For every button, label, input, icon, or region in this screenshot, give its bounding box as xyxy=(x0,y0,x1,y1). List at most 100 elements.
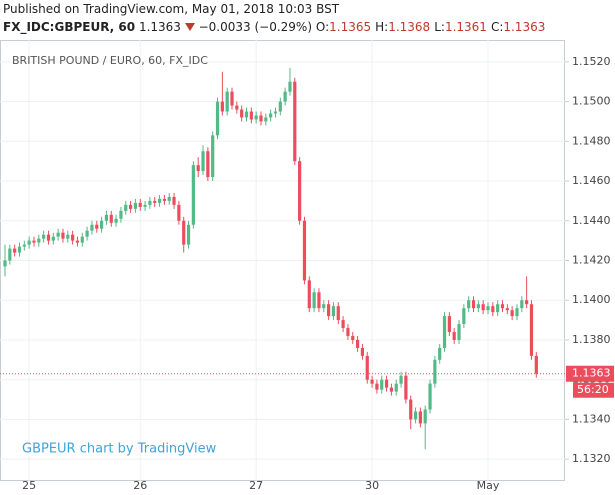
candle-body xyxy=(80,236,84,243)
candle-body xyxy=(307,280,311,309)
candle-body xyxy=(336,306,340,321)
y-tick-label: 1.1480 xyxy=(572,134,611,147)
candle-body xyxy=(109,214,113,223)
chart-title: BRITISH POUND / EURO, 60, FX_IDC xyxy=(12,54,208,67)
countdown-box xyxy=(573,382,614,398)
y-tick-label: 1.1320 xyxy=(572,452,611,465)
last-price-label: 1.1363 xyxy=(572,367,611,380)
candle-body xyxy=(85,230,89,237)
quote-line: FX_IDC:GBPEUR, 60 1.1363 −0.0033 (−0.29%… xyxy=(3,18,549,36)
candle-body xyxy=(51,236,55,241)
down-triangle xyxy=(184,23,195,31)
candle-body xyxy=(259,115,263,122)
candle-body xyxy=(481,304,485,311)
field-label: L: xyxy=(434,20,445,34)
candle-body xyxy=(346,328,350,336)
candle-body xyxy=(496,304,500,313)
candle-body xyxy=(515,308,519,317)
candle-body xyxy=(312,292,316,309)
candle-body xyxy=(249,111,253,120)
symbol: FX_IDC:GBPEUR, 60 xyxy=(3,20,136,34)
candle-body xyxy=(128,204,133,209)
candle-body xyxy=(230,91,234,106)
last-price: 1.1363 xyxy=(138,20,181,34)
candle-body xyxy=(56,232,60,237)
candle-body xyxy=(467,300,471,309)
y-tick-label: 1.1460 xyxy=(572,174,611,187)
candle-body xyxy=(331,306,336,317)
candle-body xyxy=(264,117,268,122)
candle-body xyxy=(196,165,200,172)
candle-body xyxy=(327,304,331,317)
header: Published on TradingView.com, May 01, 20… xyxy=(3,0,549,36)
candle-body xyxy=(525,300,529,305)
candle-body xyxy=(143,204,147,207)
candle-body xyxy=(476,304,480,309)
candle-body xyxy=(66,234,70,239)
candle-body xyxy=(457,324,461,340)
candle-body xyxy=(201,151,205,172)
candle-body xyxy=(133,202,138,209)
candle-body xyxy=(215,101,220,136)
candle-body xyxy=(442,316,447,348)
candle-body xyxy=(423,409,427,424)
candle-body xyxy=(119,210,123,219)
field-label: C: xyxy=(490,20,504,34)
candle-body xyxy=(220,101,224,112)
candle-body xyxy=(534,355,538,374)
candle-body xyxy=(225,91,229,112)
candle-body xyxy=(114,218,118,223)
field-value: 1.1361 xyxy=(444,20,487,34)
candle-body xyxy=(172,196,176,205)
x-tick-label: 25 xyxy=(22,479,36,492)
candle-body xyxy=(355,339,360,348)
ohlc-fields: O:1.1365 H:1.1368 L:1.1361 C:1.1363 xyxy=(316,20,550,34)
candle-body xyxy=(447,316,451,333)
countdown-label: 56:20 xyxy=(577,383,609,396)
candle-body xyxy=(186,224,191,245)
candle-body xyxy=(46,234,51,241)
candle-body xyxy=(148,200,152,205)
x-tick-label: 27 xyxy=(249,479,263,492)
y-tick-label: 1.1380 xyxy=(572,333,611,346)
x-tick-label: 30 xyxy=(365,479,379,492)
candle-body xyxy=(3,260,7,267)
y-tick-label: 1.1520 xyxy=(572,55,611,68)
candle-body xyxy=(510,310,514,317)
candle-body xyxy=(8,248,12,261)
candle-body xyxy=(418,411,422,424)
candle-body xyxy=(317,292,321,309)
field-value: 1.1368 xyxy=(388,20,431,34)
watermark: GBPEUR chart by TradingView xyxy=(22,442,217,457)
published-line: Published on TradingView.com, May 01, 20… xyxy=(3,2,340,16)
candle-body xyxy=(182,220,186,245)
candle-body xyxy=(27,240,31,245)
last-price-box xyxy=(566,365,614,382)
candle-body xyxy=(529,304,534,356)
candle-body xyxy=(302,220,307,281)
candle-body xyxy=(404,375,408,400)
candle-body xyxy=(341,320,345,329)
candle-body xyxy=(293,81,297,162)
candle-body xyxy=(71,234,75,241)
candle-body xyxy=(153,200,157,203)
candle-body xyxy=(191,165,195,225)
candle-body xyxy=(206,151,210,178)
candle-body xyxy=(491,306,495,313)
candle-body xyxy=(298,161,302,221)
candle-body xyxy=(167,196,171,201)
candle-body xyxy=(32,240,36,243)
candle-body xyxy=(433,359,437,384)
candle-body xyxy=(380,379,384,390)
candle-body xyxy=(157,198,162,203)
candle-body xyxy=(278,101,282,112)
x-tick-label: 26 xyxy=(133,479,147,492)
candle-body xyxy=(471,300,476,309)
y-tick-label: 1.1340 xyxy=(572,412,611,425)
candle-body xyxy=(22,244,26,247)
candles xyxy=(3,67,538,450)
candle-body xyxy=(42,234,46,239)
candle-body xyxy=(75,240,80,243)
change: −0.0033 (−0.29%) xyxy=(198,20,313,34)
